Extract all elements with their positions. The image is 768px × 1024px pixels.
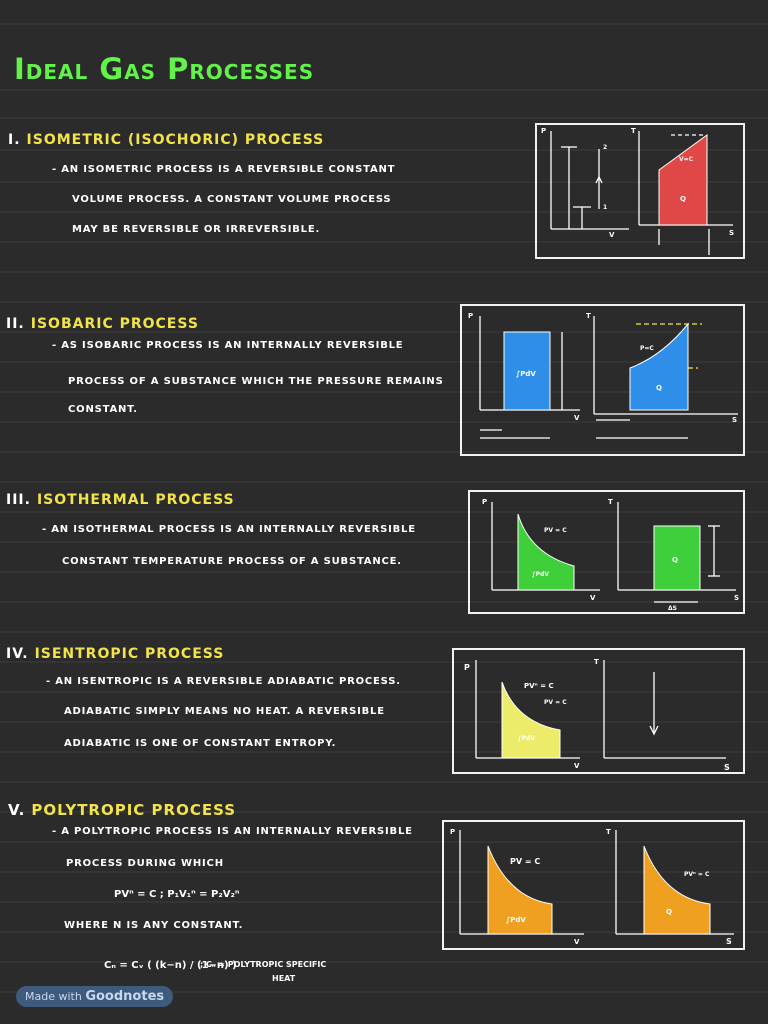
body-text: PROCESS OF A SUBSTANCE WHICH THE PRESSUR… (68, 376, 444, 387)
s-axis-label: S (724, 763, 730, 772)
q-label: Q (672, 556, 678, 564)
p-axis-label: P (482, 498, 487, 506)
section-title: POLYTROPIC PROCESS (31, 801, 237, 819)
polytropic-area-pv (487, 845, 553, 935)
q-label: Q (680, 195, 686, 203)
isobaric-svg: P T V S ∫PdV Q P=C (468, 312, 738, 439)
p-axis-label: P (541, 127, 546, 135)
p-axis-label: P (468, 312, 473, 320)
section-number: V. (8, 801, 26, 819)
body-text: - AS ISOBARIC PROCESS IS AN INTERNALLY R… (52, 340, 404, 351)
section-title: ISENTROPIC PROCESS (34, 646, 225, 662)
isometric-diagram: P T V S V=C Q 1 2 (535, 123, 745, 259)
section-number: I. (8, 132, 21, 148)
section-heading-isentropic: IV. ISENTROPIC PROCESS (6, 646, 224, 662)
isometric-area (658, 134, 708, 226)
integral-label: ∫PdV (506, 916, 526, 924)
t-axis-label: T (594, 658, 599, 666)
p-axis-label: P (450, 828, 455, 836)
isobaric-area-ts (629, 322, 689, 411)
integral-label: ∫PdV (518, 735, 535, 742)
isobaric-diagram: P T V S ∫PdV Q P=C (460, 304, 745, 456)
section-heading-isometric: I. ISOMETRIC (ISOCHORIC) PROCESS (8, 132, 324, 148)
s-axis-label: S (726, 937, 732, 946)
section-title: ISOBARIC PROCESS (30, 316, 199, 332)
body-text: VOLUME PROCESS. A CONSTANT VOLUME PROCES… (72, 194, 392, 205)
body-text: ADIABATIC SIMPLY MEANS NO HEAT. A REVERS… (64, 706, 385, 717)
body-text: MAY BE REVERSIBLE OR IRREVERSIBLE. (72, 224, 321, 235)
ds-label: ΔS (668, 605, 677, 612)
s-axis-label: S (729, 229, 734, 237)
section-heading-polytropic: V. POLYTROPIC PROCESS (8, 801, 236, 819)
body-text: CONSTANT TEMPERATURE PROCESS OF A SUBSTA… (62, 556, 402, 567)
section-title: ISOMETRIC (ISOCHORIC) PROCESS (26, 132, 325, 148)
vc-label: V=C (679, 156, 694, 163)
state-2-label: 2 (603, 144, 607, 151)
pvn-label: PVⁿ = C (524, 682, 554, 690)
v-axis-label: V (574, 414, 580, 422)
cn-equation: Cₙ = Cᵥ ( (k−n) / (1−n) ) (104, 960, 237, 971)
s-axis-label: S (732, 416, 737, 424)
body-text: CONSTANT. (68, 404, 138, 415)
section-number: III. (6, 492, 31, 508)
integral-label: ∫PdV (516, 370, 536, 378)
isothermal-area-ts (653, 525, 701, 591)
body-text: - AN ISENTROPIC IS A REVERSIBLE ADIABATI… (46, 676, 401, 687)
v-axis-label: V (574, 938, 580, 946)
v-axis-label: V (609, 231, 615, 239)
badge-prefix: Made with (25, 990, 82, 1003)
section-number: IV. (6, 646, 29, 662)
body-text: WHERE n IS ANY CONSTANT. (64, 920, 244, 931)
body-text: PROCESS DURING WHICH (66, 858, 224, 869)
state-1-label: 1 (603, 204, 607, 211)
polytropic-equation: PVⁿ = C ; P₁V₁ⁿ = P₂V₂ⁿ (114, 889, 240, 900)
body-text: - AN ISOTHERMAL PROCESS IS AN INTERNALLY… (42, 524, 416, 535)
cn-note-2: HEAT (272, 974, 296, 983)
pvc-label: PV = C (510, 857, 540, 866)
integral-label: ∫PdV (532, 571, 549, 578)
goodnotes-badge[interactable]: Made with Goodnotes (16, 986, 174, 1007)
t-axis-label: T (631, 127, 636, 135)
section-heading-isobaric: II. ISOBARIC PROCESS (6, 316, 199, 332)
v-axis-label: V (574, 762, 580, 770)
isobaric-area-pv (503, 331, 551, 411)
s-axis-label: S (734, 594, 739, 602)
isentropic-diagram: P T V S PVⁿ = C PV = C ∫PdV (452, 648, 745, 774)
isothermal-svg: P T V S PV = C ∫PdV Q ΔS (482, 498, 739, 612)
pvc-label: PV = C (544, 699, 567, 706)
body-text: ADIABATIC IS ONE OF CONSTANT ENTROPY. (64, 738, 337, 749)
q-label: Q (666, 908, 672, 916)
section-heading-isothermal: III. ISOTHERMAL PROCESS (6, 492, 235, 508)
page-title: Ideal Gas Processes (14, 52, 315, 86)
v-axis-label: V (590, 594, 596, 602)
pvn-label: PVⁿ = C (684, 871, 710, 878)
badge-brand: Goodnotes (85, 989, 165, 1004)
polytropic-diagram: P T V S PV = C PVⁿ = C ∫PdV Q (442, 820, 745, 950)
body-text: - AN ISOMETRIC PROCESS IS A REVERSIBLE C… (52, 164, 396, 175)
pc-label: P=C (640, 345, 654, 352)
pvc-label: PV = C (544, 527, 567, 534)
p-axis-label: P (464, 663, 470, 672)
isentropic-area (501, 681, 561, 759)
t-axis-label: T (608, 498, 613, 506)
section-number: II. (6, 316, 25, 332)
t-axis-label: T (586, 312, 591, 320)
isometric-svg: P T V S V=C Q 1 2 (541, 127, 734, 255)
q-label: Q (656, 384, 662, 392)
cn-note: ; Cₙ = POLYTROPIC SPECIFIC (200, 960, 327, 969)
isothermal-diagram: P T V S PV = C ∫PdV Q ΔS (468, 490, 745, 614)
body-text: - A POLYTROPIC PROCESS IS AN INTERNALLY … (52, 826, 413, 837)
t-axis-label: T (606, 828, 611, 836)
isentropic-svg: P T V S PVⁿ = C PV = C ∫PdV (464, 658, 730, 772)
isothermal-area-pv (517, 513, 575, 591)
polytropic-area-ts (643, 845, 711, 935)
polytropic-svg: P T V S PV = C PVⁿ = C ∫PdV Q (450, 828, 734, 946)
section-title: ISOTHERMAL PROCESS (36, 492, 235, 508)
